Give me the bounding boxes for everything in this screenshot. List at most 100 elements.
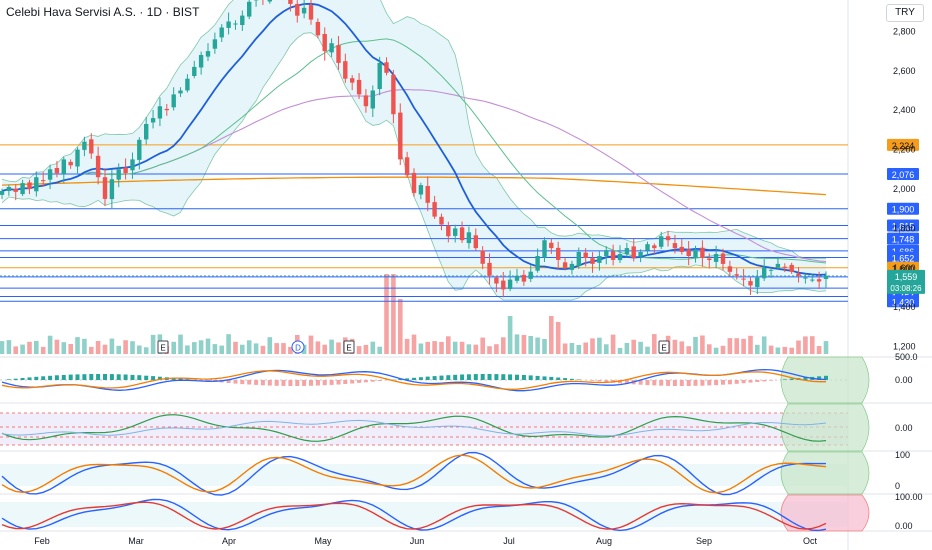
- candle-body: [68, 161, 73, 166]
- macd-histogram-bar: [604, 380, 609, 383]
- macd-histogram-bar: [652, 380, 657, 386]
- volume-bar: [542, 339, 547, 354]
- candle: [425, 176, 430, 212]
- macd-histogram-bar: [405, 378, 410, 380]
- candle: [556, 241, 561, 270]
- volume-bar: [356, 346, 362, 354]
- volume-bar: [178, 334, 183, 354]
- macd-histogram-bar: [185, 379, 190, 380]
- candle-body: [741, 278, 746, 280]
- candle: [329, 38, 334, 57]
- candle: [748, 277, 753, 295]
- macd-histogram-bar: [755, 380, 760, 382]
- candle-body: [446, 225, 451, 237]
- volume-bar: [741, 338, 746, 354]
- volume-bar: [336, 342, 341, 354]
- volume-bar: [720, 345, 726, 354]
- candle-body: [713, 254, 719, 262]
- candle: [700, 240, 705, 267]
- level-price-label: 1,600: [892, 264, 915, 274]
- candle: [144, 116, 149, 145]
- macd-histogram-bar: [123, 374, 128, 380]
- macd-histogram-bar: [398, 379, 403, 380]
- macd-histogram-bar: [322, 380, 327, 386]
- candle-body: [576, 252, 581, 267]
- candle: [514, 268, 520, 284]
- candle: [6, 184, 12, 196]
- candle: [240, 10, 245, 31]
- currency-button[interactable]: TRY: [886, 4, 924, 22]
- volume-bar: [34, 340, 39, 354]
- candle-body: [192, 66, 197, 76]
- stoch-k-line: [1, 451, 826, 496]
- candle: [123, 158, 128, 180]
- candle-body: [130, 159, 135, 171]
- candle-body: [185, 78, 190, 91]
- candle-body: [631, 246, 636, 258]
- candle: [576, 247, 581, 269]
- earnings-marker: E: [658, 340, 670, 354]
- candle-body: [693, 250, 698, 258]
- level-price-label: 2,076: [892, 170, 915, 180]
- last-price-tag: [887, 269, 925, 294]
- candle-body: [61, 159, 66, 174]
- x-tick-label: Oct: [803, 536, 818, 546]
- candle-body: [590, 258, 595, 264]
- candle: [350, 75, 355, 91]
- macd-histogram-bar: [254, 380, 259, 385]
- candle: [617, 245, 623, 263]
- volume-bar: [308, 335, 314, 354]
- level-price-tag: [887, 168, 919, 181]
- y-tick-label: 1,200: [893, 342, 916, 352]
- volume-bar: [569, 343, 575, 354]
- macd-histogram-bar: [82, 374, 87, 380]
- macd-histogram-bar: [734, 380, 739, 384]
- candle-body: [466, 232, 472, 244]
- candle: [398, 103, 403, 165]
- x-tick-label: Jul: [503, 536, 515, 546]
- x-tick-label: Feb: [34, 536, 50, 546]
- candle: [157, 97, 163, 127]
- candle: [707, 253, 712, 269]
- macd-histogram-bar: [116, 374, 121, 380]
- candle: [262, 0, 264, 6]
- candle-body: [219, 27, 224, 38]
- candle: [315, 18, 321, 39]
- candle-body: [707, 258, 712, 260]
- candle-body: [659, 236, 664, 247]
- volume-bar: [212, 344, 218, 354]
- macd-histogram-bar: [281, 380, 286, 386]
- macd-histogram-bar: [597, 380, 602, 382]
- candle-body: [810, 279, 815, 281]
- y-tick-label: 1,400: [893, 302, 916, 312]
- level-price-label: 1,900: [892, 205, 915, 215]
- candle-body: [473, 235, 478, 249]
- y-tick-label: 2,000: [893, 184, 916, 194]
- candle: [466, 226, 472, 249]
- candle: [487, 253, 492, 285]
- candle: [720, 248, 726, 271]
- candle: [205, 43, 211, 61]
- macd-histogram-bar: [377, 380, 382, 381]
- candle: [810, 273, 815, 283]
- volume-bar: [549, 316, 554, 354]
- candle-body: [597, 256, 602, 263]
- macd-histogram-bar: [233, 380, 238, 384]
- candle: [652, 243, 657, 254]
- candle-body: [343, 61, 348, 79]
- level-price-tag: [887, 232, 919, 245]
- candles: [0, 0, 829, 298]
- volume-bar: [288, 346, 293, 354]
- macd-histogram-bar: [721, 380, 725, 385]
- volume-bar: [803, 336, 808, 354]
- candle: [363, 89, 369, 113]
- candle-body: [727, 266, 733, 272]
- volume-bar: [535, 337, 540, 354]
- candle: [638, 249, 643, 263]
- macd-histogram-bar: [714, 380, 719, 386]
- volume-bar: [768, 345, 774, 354]
- volume-bar: [391, 274, 396, 354]
- candle-body: [240, 15, 245, 25]
- macd-histogram-bar: [645, 380, 650, 386]
